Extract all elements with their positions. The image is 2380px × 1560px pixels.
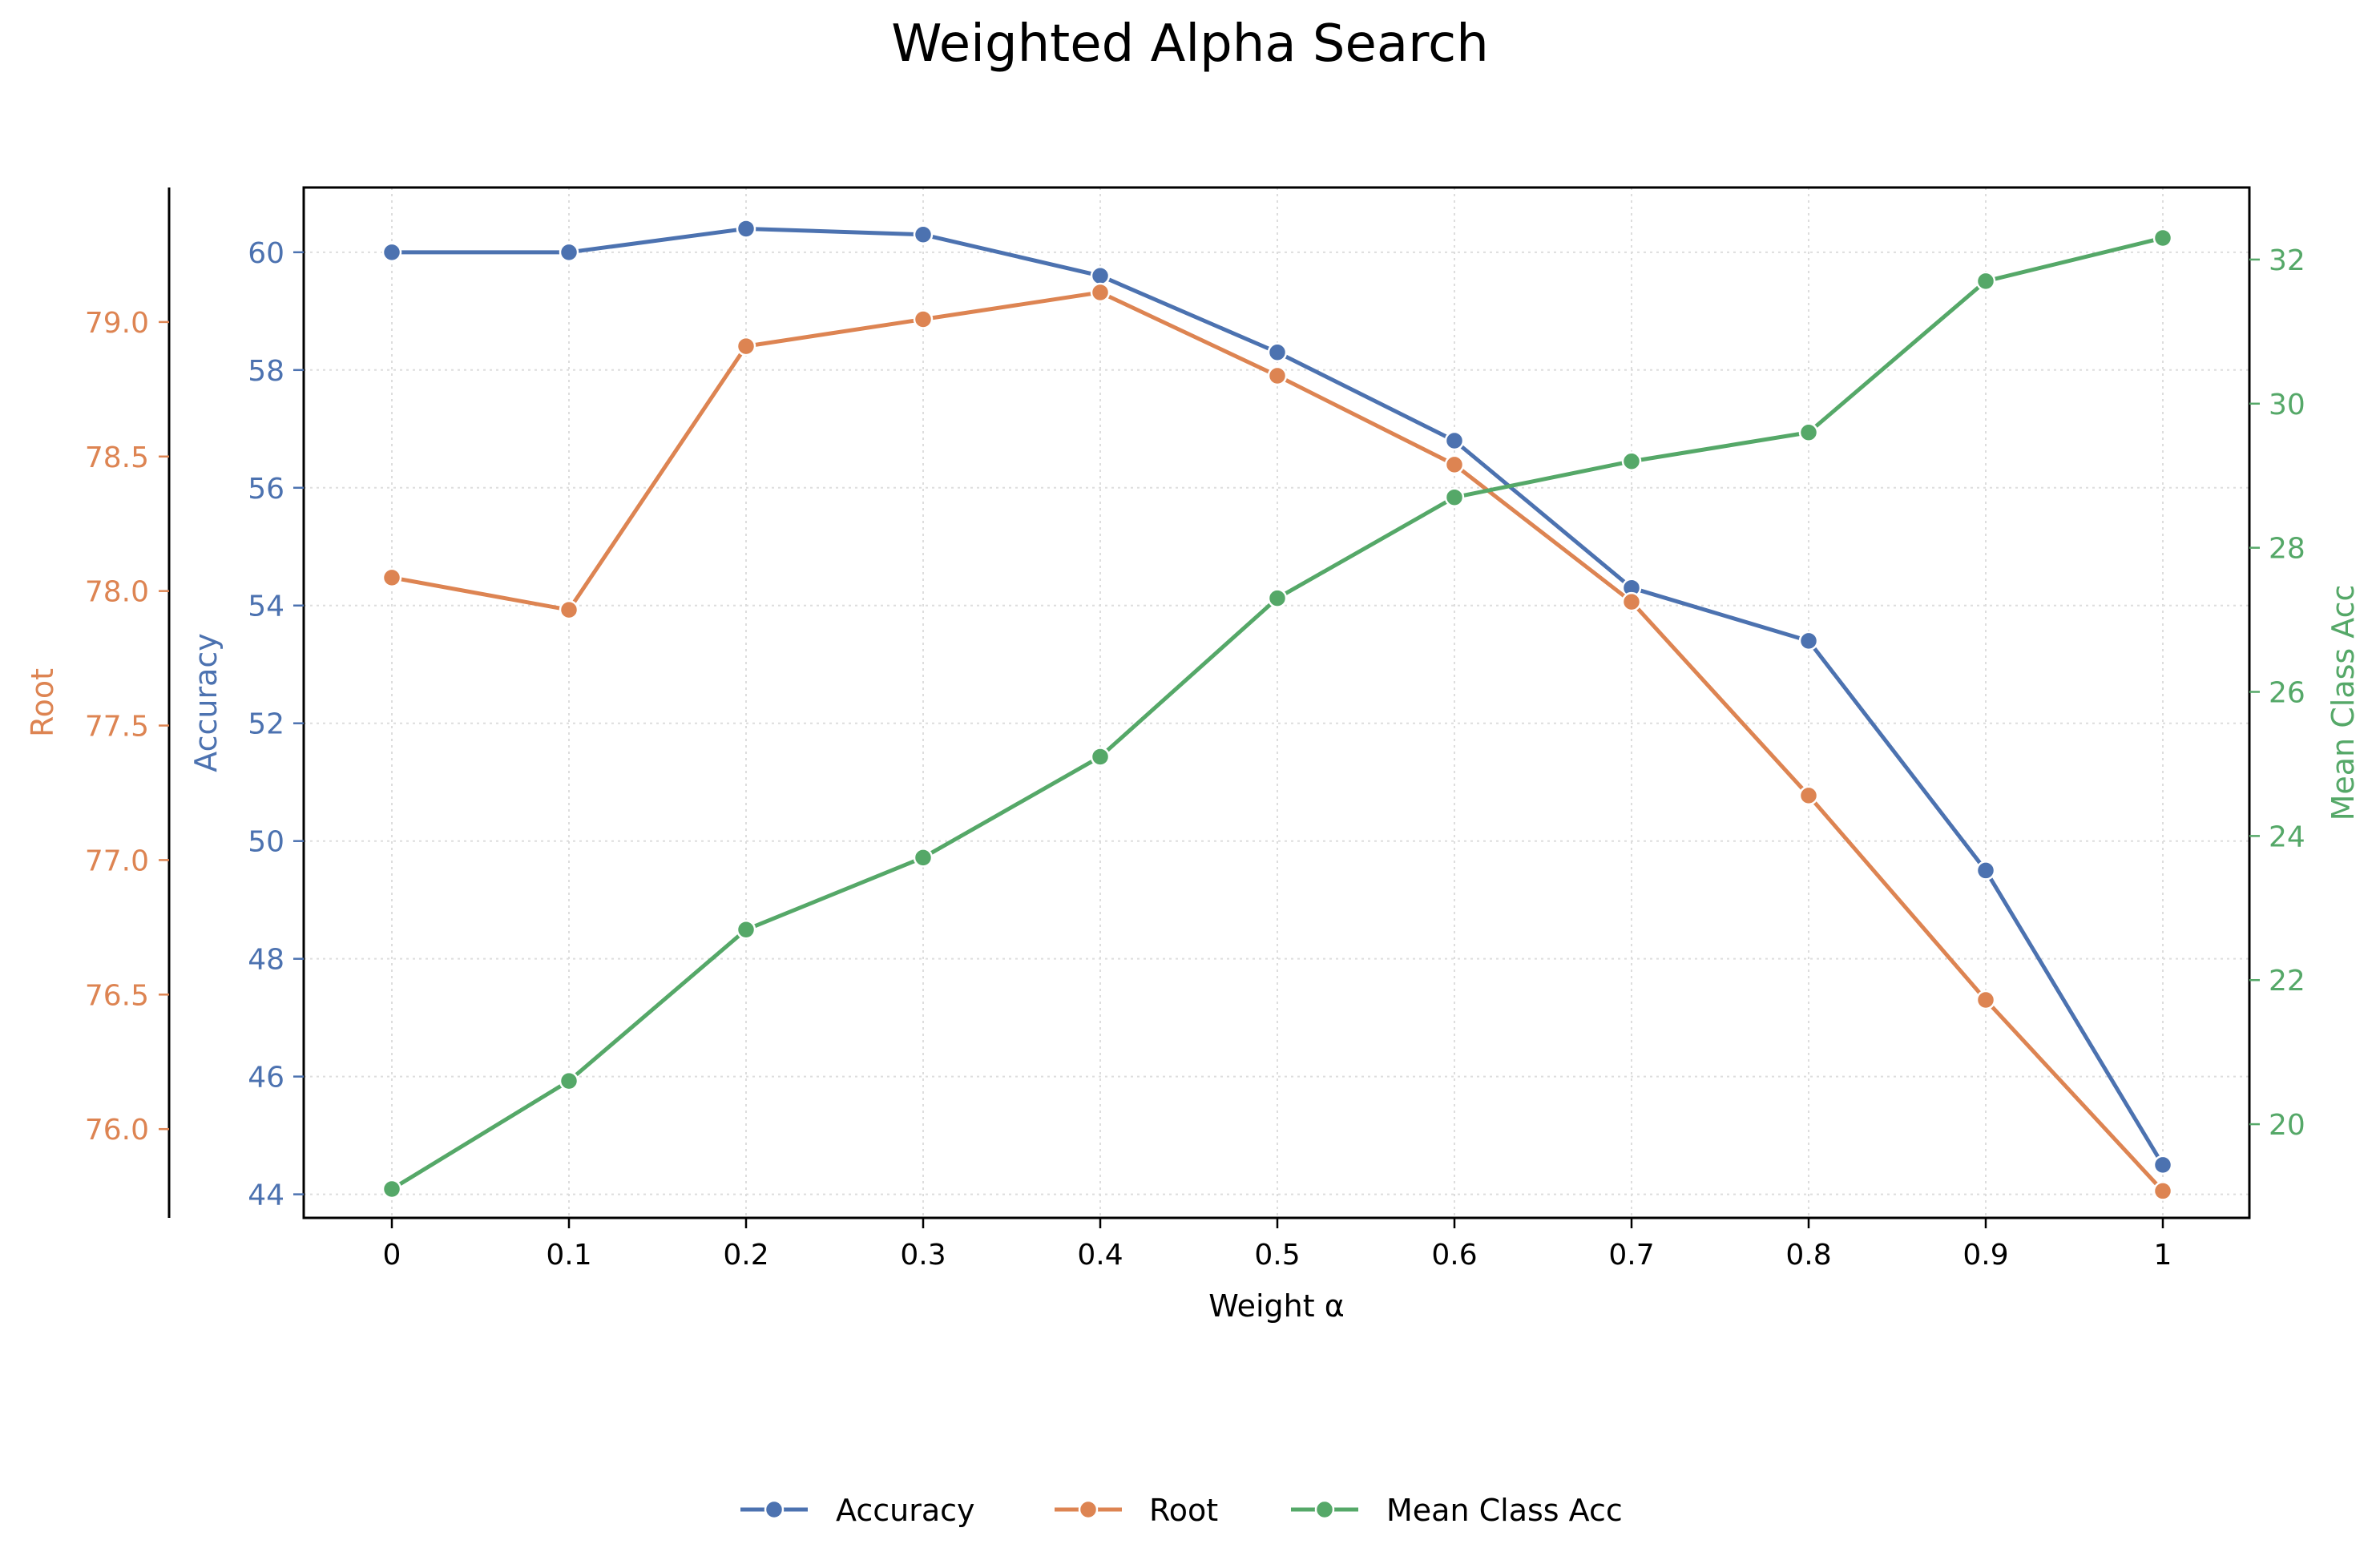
mean-class-acc-tick-label: 30	[2269, 389, 2305, 421]
mean-class-acc-point	[1444, 487, 1465, 507]
x-axis: 0 0.1 0.2 0.3 0.4 0.5 0.6 0.7 0.8 0.9 1	[383, 1218, 2172, 1272]
mean-class-acc-point	[1621, 451, 1642, 471]
grid	[304, 187, 2249, 1218]
accuracy-point	[559, 242, 579, 263]
root-point	[736, 336, 756, 357]
x-tick-label: 0	[383, 1239, 401, 1272]
accuracy-point	[1444, 430, 1465, 451]
mean-class-acc-axis-label: Mean Class Acc	[2326, 585, 2361, 821]
x-tick-label: 0.2	[723, 1239, 768, 1272]
x-tick-label: 0.3	[900, 1239, 946, 1272]
mean-class-acc-point	[1267, 588, 1288, 608]
mean-class-acc-point	[2152, 228, 2173, 248]
accuracy-point	[736, 219, 756, 239]
accuracy-tick-label: 54	[248, 591, 284, 623]
root-axis: 76.0 76.5 77.0 77.5 78.0 78.5 79.0	[85, 307, 169, 1147]
accuracy-tick-label: 56	[248, 473, 284, 506]
x-axis-label: Weight α	[1208, 1288, 1345, 1324]
mean-class-acc-point	[1975, 271, 1996, 292]
root-point	[1975, 990, 1996, 1010]
mean-class-acc-point	[1798, 422, 1819, 443]
root-point	[913, 309, 934, 329]
accuracy-tick-label: 48	[248, 944, 284, 977]
accuracy-point	[1798, 631, 1819, 651]
mean-class-acc-point	[381, 1179, 402, 1199]
accuracy-point	[1975, 861, 1996, 881]
mean-class-acc-axis: 20 22 24 26 28 30 32	[2249, 244, 2305, 1142]
accuracy-point	[381, 242, 402, 263]
root-tick-label: 77.5	[85, 711, 149, 744]
root-point	[1798, 785, 1819, 806]
root-point	[559, 599, 579, 620]
root-point	[1444, 454, 1465, 475]
mean-class-acc-tick-label: 32	[2269, 244, 2305, 277]
mean-class-acc-tick-label: 20	[2269, 1109, 2305, 1142]
legend-root-label: Root	[1149, 1493, 1218, 1528]
mean-class-acc-point	[913, 848, 934, 868]
mean-class-acc-point	[736, 920, 756, 940]
legend-mean-class-acc-label: Mean Class Acc	[1386, 1493, 1623, 1528]
root-point	[1090, 282, 1111, 303]
root-tick-label: 79.0	[85, 307, 149, 340]
x-tick-label: 0.7	[1608, 1239, 1654, 1272]
legend-accuracy-marker	[764, 1499, 785, 1520]
root-line	[391, 290, 2164, 1193]
x-tick-label: 0.9	[1962, 1239, 2008, 1272]
accuracy-tick-label: 50	[248, 826, 284, 859]
root-tick-label: 78.5	[85, 441, 149, 474]
accuracy-point	[2152, 1155, 2173, 1175]
mean-class-acc-point	[1090, 747, 1111, 767]
root-tick-label: 76.5	[85, 979, 149, 1012]
mean-class-acc-tick-label: 22	[2269, 965, 2305, 998]
accuracy-tick-label: 52	[248, 708, 284, 741]
accuracy-point	[1090, 265, 1111, 286]
root-axis-label: Root	[25, 668, 60, 737]
root-tick-label: 77.0	[85, 844, 149, 877]
x-tick-label: 0.1	[546, 1239, 591, 1272]
root-point	[1267, 365, 1288, 386]
accuracy-point	[1267, 342, 1288, 363]
accuracy-tick-label: 60	[248, 237, 284, 270]
accuracy-axis: 44 46 48 50 52 54 56 58 60	[248, 237, 304, 1212]
accuracy-point	[913, 224, 934, 245]
mean-class-acc-tick-label: 24	[2269, 820, 2305, 853]
mean-class-acc-tick-label: 28	[2269, 533, 2305, 566]
accuracy-tick-label: 44	[248, 1179, 284, 1212]
accuracy-axis-label: Accuracy	[188, 633, 224, 772]
root-point	[381, 567, 402, 588]
legend-root-marker	[1078, 1499, 1099, 1520]
x-tick-label: 1	[2154, 1239, 2172, 1272]
x-tick-label: 0.5	[1254, 1239, 1300, 1272]
root-point	[2152, 1181, 2173, 1201]
accuracy-tick-label: 58	[248, 355, 284, 388]
chart-title: Weighted Alpha Search	[891, 14, 1489, 74]
accuracy-tick-label: 46	[248, 1062, 284, 1094]
legend: Accuracy Root Mean Class Acc	[740, 1493, 1623, 1528]
mean-class-acc-point	[559, 1070, 579, 1091]
legend-mean-class-acc-marker	[1314, 1499, 1335, 1520]
x-tick-label: 0.6	[1431, 1239, 1477, 1272]
root-tick-label: 78.0	[85, 576, 149, 609]
root-tick-label: 76.0	[85, 1114, 149, 1147]
series	[381, 219, 2173, 1201]
x-tick-label: 0.4	[1077, 1239, 1123, 1272]
mean-class-acc-tick-label: 26	[2269, 677, 2305, 710]
legend-accuracy-label: Accuracy	[836, 1493, 975, 1528]
x-tick-label: 0.8	[1785, 1239, 1831, 1272]
root-point	[1621, 591, 1642, 612]
